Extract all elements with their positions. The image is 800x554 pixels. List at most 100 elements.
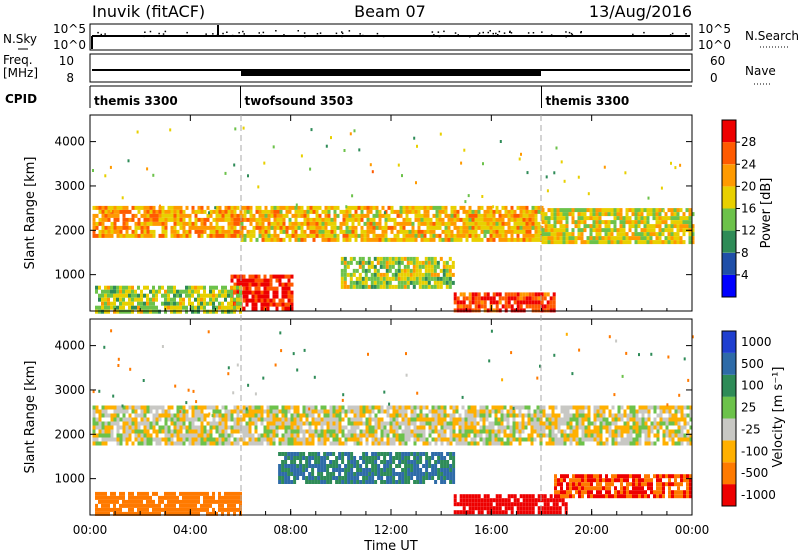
heatmap-cell xyxy=(101,213,105,218)
heatmap-cell xyxy=(134,417,138,422)
heatmap-cell xyxy=(302,437,306,442)
heatmap-cell xyxy=(528,213,532,218)
heatmap-cell xyxy=(221,285,224,290)
heatmap-cell xyxy=(224,289,227,294)
heatmap-cell xyxy=(113,301,116,306)
heatmap-cell xyxy=(477,304,481,309)
heatmap-cell xyxy=(438,233,442,238)
heatmap-cell xyxy=(278,282,282,287)
heatmap-cell xyxy=(425,417,429,422)
heatmap-cell xyxy=(311,421,315,426)
nave-dense-block xyxy=(241,69,541,76)
heatmap-cell xyxy=(495,498,499,503)
heatmap-cell xyxy=(317,476,321,480)
heatmap-cell xyxy=(302,452,306,456)
heatmap-cell xyxy=(347,421,351,426)
heatmap-cell xyxy=(302,468,306,472)
heatmap-speck xyxy=(309,167,312,171)
heatmap-cell xyxy=(338,480,342,484)
heatmap-cell xyxy=(619,224,623,229)
heatmap-cell xyxy=(300,209,304,214)
heatmap-cell xyxy=(563,421,567,426)
heatmap-cell xyxy=(152,421,156,426)
heatmap-cell xyxy=(417,229,421,234)
heatmap-cell xyxy=(470,429,474,434)
heatmap-cell xyxy=(491,405,495,410)
heatmap-cell xyxy=(191,425,195,430)
heatmap-cell xyxy=(673,220,677,225)
heatmap-cell xyxy=(104,429,108,434)
heatmap-cell xyxy=(287,306,291,311)
heatmap-cell xyxy=(452,480,456,484)
heatmap-cell xyxy=(236,221,240,226)
heatmap-cell xyxy=(246,209,250,214)
heatmap-cell xyxy=(257,409,261,414)
heatmap-cell xyxy=(152,285,155,290)
heatmap-cell xyxy=(423,209,427,214)
heatmap-cell xyxy=(140,495,143,500)
heatmap-cell xyxy=(284,456,288,460)
heatmap-cell xyxy=(365,421,369,426)
heatmap-cell xyxy=(257,294,261,299)
heatmap-cell xyxy=(452,413,456,418)
heatmap-cell xyxy=(317,452,321,456)
heatmap-cell xyxy=(215,205,219,210)
heatmap-cell xyxy=(212,289,215,294)
heatmap-cell xyxy=(556,228,560,233)
colorbar-swatch xyxy=(722,274,736,297)
nsky-speck xyxy=(341,35,343,38)
heatmap-cell xyxy=(320,456,324,460)
heatmap-cell xyxy=(541,232,545,237)
heatmap-cell xyxy=(503,413,507,418)
heatmap-cell xyxy=(489,237,493,242)
heatmap-cell xyxy=(452,464,456,468)
heatmap-cell xyxy=(335,417,339,422)
heatmap-cell xyxy=(537,225,541,230)
heatmap-cell xyxy=(152,233,156,238)
heatmap-cell xyxy=(398,460,402,464)
heatmap-cell xyxy=(212,417,216,422)
heatmap-cell xyxy=(646,224,650,229)
heatmap-cell xyxy=(221,511,224,516)
heatmap-cell xyxy=(522,510,526,515)
heatmap-cell xyxy=(641,421,645,426)
heatmap-cell xyxy=(525,217,529,222)
heatmap-cell xyxy=(191,499,194,504)
heatmap-cell xyxy=(164,289,167,294)
heatmap-cell xyxy=(164,437,168,442)
heatmap-cell xyxy=(308,476,312,480)
heatmap-cell xyxy=(596,429,600,434)
heatmap-cell xyxy=(683,433,687,438)
heatmap-cell xyxy=(362,409,366,414)
heatmap-cell xyxy=(212,491,215,496)
heatmap-cell xyxy=(470,437,474,442)
heatmap-cell xyxy=(284,460,288,464)
heatmap-cell xyxy=(377,421,381,426)
heatmap-cell xyxy=(519,510,523,515)
heatmap-cell xyxy=(638,437,642,442)
heatmap-cell xyxy=(352,284,356,289)
heatmap-cell xyxy=(347,417,351,422)
heatmap-cell xyxy=(92,425,96,430)
heatmap-cell xyxy=(158,233,162,238)
heatmap-cell xyxy=(323,433,327,438)
heatmap-cell xyxy=(116,297,119,302)
heatmap-cell xyxy=(643,232,647,237)
heatmap-cell xyxy=(482,437,486,442)
heatmap-cell xyxy=(433,280,437,285)
colorbar-swatch xyxy=(722,208,736,231)
heatmap-cell xyxy=(284,405,288,410)
heatmap-speck xyxy=(353,129,356,133)
heatmap-cell xyxy=(349,256,353,261)
heatmap-cell xyxy=(215,297,218,302)
heatmap-cell xyxy=(194,491,197,496)
heatmap-cell xyxy=(140,229,144,234)
heatmap-cell xyxy=(164,495,167,500)
heatmap-cell xyxy=(428,472,432,476)
heatmap-cell xyxy=(553,208,557,213)
heatmap-cell xyxy=(434,425,438,430)
heatmap-cell xyxy=(550,224,554,229)
heatmap-cell xyxy=(667,228,671,233)
heatmap-cell xyxy=(449,480,453,484)
heatmap-cell xyxy=(209,225,213,230)
